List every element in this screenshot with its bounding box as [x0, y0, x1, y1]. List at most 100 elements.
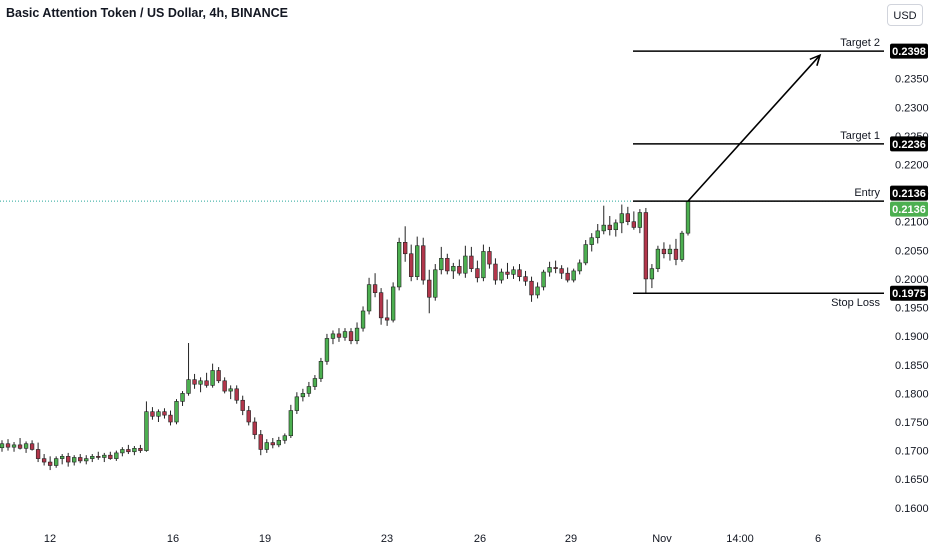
candle: [288, 404, 294, 439]
candle: [595, 223, 600, 244]
candle: [66, 452, 71, 467]
candle: [60, 454, 65, 465]
price-tick-label: 0.1900: [895, 331, 929, 343]
candle-body: [421, 245, 426, 281]
candle-body: [126, 449, 131, 453]
candle: [258, 430, 263, 456]
candle-body: [655, 248, 661, 269]
candle: [108, 451, 113, 460]
candle: [553, 260, 558, 274]
candle-body: [288, 410, 294, 437]
candle-body: [144, 411, 149, 451]
candle-body: [571, 270, 576, 281]
candle: [601, 205, 606, 235]
time-tick-label: 12: [44, 533, 56, 545]
candle: [222, 377, 227, 394]
candle: [529, 276, 534, 302]
candle-body: [282, 435, 287, 441]
candle: [661, 242, 667, 259]
candle: [23, 441, 29, 453]
candle: [415, 236, 420, 281]
candle: [679, 230, 685, 262]
candle-body: [445, 258, 450, 272]
candle-body: [475, 268, 480, 279]
candle-body: [228, 388, 233, 392]
candle-body: [553, 267, 558, 269]
candle-body: [23, 443, 29, 449]
candle: [613, 219, 618, 237]
level-price-tag-bg: [890, 185, 928, 201]
candle-body: [613, 222, 618, 231]
candle-body: [216, 370, 221, 382]
candle: [5, 439, 11, 451]
candle: [168, 410, 173, 426]
candle: [84, 455, 89, 465]
candle-body: [541, 271, 546, 288]
price-tick-label: 0.2350: [895, 74, 929, 86]
candle: [583, 240, 588, 266]
candle-body: [427, 279, 432, 298]
candle: [240, 395, 245, 416]
candle: [41, 454, 47, 466]
candle: [409, 244, 414, 282]
candles-group: [0, 200, 691, 471]
candle: [493, 258, 498, 285]
candle: [457, 259, 462, 276]
level-price-tag-bg: [890, 136, 928, 152]
candle: [577, 259, 582, 275]
candle: [427, 269, 432, 314]
candle: [306, 381, 312, 397]
candle-body: [433, 269, 438, 298]
price-tick-label: 0.2050: [895, 245, 929, 257]
candle-body: [643, 212, 649, 280]
candle-body: [53, 458, 59, 466]
candle-body: [11, 444, 17, 448]
price-axis[interactable]: 0.1600 0.1650 0.1700 0.1750 0.1800 0.1850 0.19…: [895, 74, 929, 515]
candle: [96, 451, 101, 460]
candle-body: [324, 338, 330, 362]
candle-body: [198, 380, 203, 385]
time-axis[interactable]: 12 16 19 23 26 29 Nov 14:00 6: [44, 533, 821, 545]
candle-body: [439, 258, 444, 271]
candle: [132, 446, 137, 456]
level-label: Target 1: [840, 130, 880, 142]
candle-body: [162, 411, 167, 416]
candle: [180, 391, 185, 406]
candle-body: [5, 443, 11, 448]
candle: [481, 244, 486, 282]
level-label: Entry: [854, 187, 880, 199]
candle-body: [17, 444, 23, 449]
candle-body: [138, 448, 143, 451]
candle-body: [505, 271, 510, 275]
candle: [433, 264, 438, 301]
level-label: Target 2: [840, 37, 880, 49]
candle-body: [679, 232, 685, 260]
level-price-tag: 0.1975: [892, 288, 926, 300]
chart-title: Basic Attention Token / US Dollar, 4h, B…: [6, 6, 288, 20]
candle-body: [258, 434, 263, 450]
candle-body: [0, 443, 5, 449]
candle: [29, 440, 35, 451]
candle-body: [451, 266, 456, 272]
candle: [637, 209, 643, 234]
candle-body: [396, 242, 402, 288]
candle: [162, 408, 167, 419]
candle: [396, 237, 402, 291]
time-tick-label: 16: [167, 533, 179, 545]
level-price-tag: 0.2136: [892, 188, 926, 200]
price-tick-label: 0.2300: [895, 102, 929, 114]
candle-body: [120, 449, 125, 454]
candle: [372, 273, 378, 298]
time-tick-label: Nov: [652, 533, 672, 545]
candle: [11, 442, 17, 452]
candle: [324, 333, 330, 365]
candle: [204, 372, 209, 388]
candle: [655, 245, 661, 273]
currency-button[interactable]: USD: [887, 4, 923, 26]
candle: [475, 260, 480, 283]
candle: [174, 399, 179, 425]
candle-body: [192, 379, 197, 385]
candle: [565, 267, 570, 283]
candle-body: [547, 267, 552, 273]
